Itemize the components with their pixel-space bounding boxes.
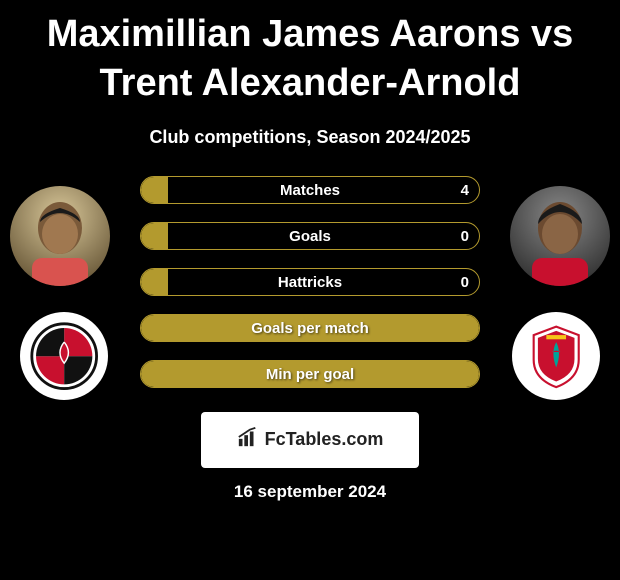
bar-mpg-label: Min per goal [141, 361, 479, 388]
comparison-content: Matches 4 Goals 0 Hattricks 0 Goals per … [0, 176, 620, 436]
bar-matches: Matches 4 [140, 176, 480, 204]
bar-goals-per-match: Goals per match [140, 314, 480, 342]
comparison-title: Maximillian James Aarons vs Trent Alexan… [0, 0, 620, 109]
bar-goals-label: Goals [141, 223, 479, 250]
bar-chart-icon [237, 426, 259, 453]
bar-hattricks: Hattricks 0 [140, 268, 480, 296]
bar-goals: Goals 0 [140, 222, 480, 250]
comparison-date: 16 september 2024 [0, 482, 620, 502]
bar-matches-value: 4 [461, 177, 469, 204]
source-logo: FcTables.com [201, 412, 419, 468]
club-left-crest [20, 312, 108, 400]
bar-matches-label: Matches [141, 177, 479, 204]
player-left-avatar [10, 186, 110, 286]
bar-gpm-label: Goals per match [141, 315, 479, 342]
bar-hattricks-value: 0 [461, 269, 469, 296]
player-right-avatar [510, 186, 610, 286]
source-logo-text: FcTables.com [265, 429, 384, 450]
stat-bars: Matches 4 Goals 0 Hattricks 0 Goals per … [140, 176, 480, 406]
club-right-crest [512, 312, 600, 400]
bar-goals-value: 0 [461, 223, 469, 250]
bar-hattricks-label: Hattricks [141, 269, 479, 296]
bar-min-per-goal: Min per goal [140, 360, 480, 388]
comparison-subtitle: Club competitions, Season 2024/2025 [0, 127, 620, 148]
